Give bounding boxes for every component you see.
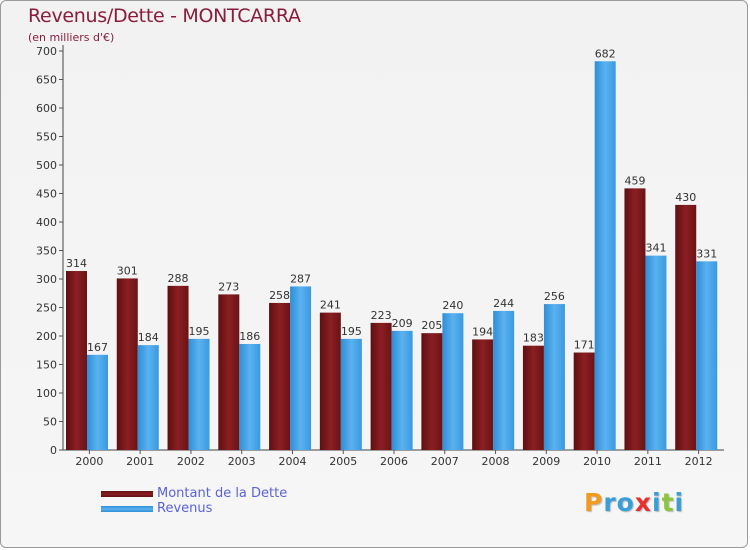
legend-label-dette: Montant de la Dette — [157, 486, 288, 501]
bar-revenus — [137, 345, 159, 450]
y-tick-label: 150 — [36, 359, 57, 372]
x-tick-label: 2008 — [482, 455, 510, 468]
bar-revenus — [645, 255, 667, 450]
data-label: 341 — [645, 242, 666, 255]
x-tick-label: 2011 — [634, 455, 662, 468]
bar-revenus — [290, 286, 312, 450]
data-label: 209 — [392, 317, 413, 330]
x-tick-label: 2003 — [228, 455, 256, 468]
logo-letter: P — [584, 488, 604, 517]
x-tick-label: 2004 — [278, 455, 306, 468]
legend-swatch-dette — [101, 491, 153, 497]
data-label: 240 — [442, 299, 463, 312]
x-tick-label: 2009 — [532, 455, 560, 468]
y-tick-label: 400 — [36, 216, 57, 229]
bar-dette — [421, 333, 443, 450]
data-label: 171 — [574, 339, 595, 352]
y-tick-label: 450 — [36, 188, 57, 201]
bar-revenus — [594, 61, 616, 450]
y-tick-label: 100 — [36, 387, 57, 400]
x-tick-label: 2006 — [380, 455, 408, 468]
data-label: 430 — [675, 191, 696, 204]
x-tick-label: 2005 — [329, 455, 357, 468]
y-tick-label: 600 — [36, 102, 57, 115]
bar-dette — [218, 294, 240, 450]
bar-revenus — [87, 354, 108, 450]
data-label: 459 — [624, 174, 645, 187]
logo-letter: o — [616, 488, 635, 517]
x-tick-label: 2001 — [126, 455, 154, 468]
logo-letter: i — [674, 488, 685, 517]
data-label: 205 — [421, 319, 442, 332]
data-label: 314 — [66, 257, 87, 270]
y-tick-label: 300 — [36, 273, 57, 286]
data-label: 273 — [218, 280, 239, 293]
bar-revenus — [340, 338, 362, 450]
bar-dette — [370, 322, 392, 450]
data-label: 258 — [269, 289, 290, 302]
x-tick-label: 2010 — [583, 455, 611, 468]
data-label: 223 — [371, 309, 392, 322]
bar-revenus — [188, 338, 210, 450]
data-label: 241 — [320, 299, 341, 312]
bar-dette — [66, 271, 87, 450]
data-label: 186 — [239, 330, 260, 343]
x-tick-label: 2000 — [75, 455, 103, 468]
legend-label-revenus: Revenus — [157, 501, 213, 516]
y-tick-label: 700 — [36, 45, 57, 58]
bar-revenus — [442, 313, 464, 450]
bar-revenus — [696, 261, 718, 450]
bar-revenus — [543, 304, 565, 450]
data-label: 682 — [595, 47, 616, 60]
chart-title: Revenus/Dette - MONTCARRA — [28, 5, 301, 27]
logo-letter: t — [661, 488, 675, 517]
data-label: 184 — [138, 331, 159, 344]
y-tick-label: 500 — [36, 159, 57, 172]
proxiti-logo: Proxiti — [584, 488, 684, 517]
legend-swatch-revenus — [101, 506, 153, 512]
bar-dette — [269, 302, 291, 450]
bar-dette — [573, 352, 595, 450]
bar-dette — [472, 339, 494, 450]
data-label: 167 — [87, 341, 108, 354]
y-tick-label: 50 — [43, 416, 57, 429]
data-label: 194 — [472, 325, 493, 338]
data-label: 256 — [544, 290, 565, 303]
y-tick-label: 0 — [50, 444, 57, 457]
data-label: 183 — [523, 332, 544, 345]
bar-dette — [624, 188, 646, 450]
y-tick-label: 350 — [36, 245, 57, 258]
bar-dette — [675, 204, 697, 450]
y-tick-label: 200 — [36, 330, 57, 343]
logo-letter: x — [634, 488, 652, 517]
data-label: 195 — [341, 325, 362, 338]
bar-dette — [167, 285, 189, 450]
y-tick-label: 650 — [36, 74, 57, 87]
x-tick-label: 2007 — [431, 455, 459, 468]
y-tick-label: 250 — [36, 302, 57, 315]
bar-revenus — [391, 330, 413, 450]
bar-revenus — [493, 310, 515, 450]
data-label: 288 — [168, 272, 189, 285]
y-tick-label: 550 — [36, 131, 57, 144]
x-tick-label: 2002 — [177, 455, 205, 468]
data-label: 287 — [290, 272, 311, 285]
bar-dette — [116, 278, 138, 450]
bar-dette — [522, 345, 544, 450]
logo-letter: i — [652, 488, 662, 517]
logo-letter: r — [603, 488, 617, 517]
bar-revenus — [239, 343, 261, 450]
data-label: 244 — [493, 297, 514, 310]
chart-subtitle: (en milliers d'€) — [28, 31, 115, 44]
x-tick-label: 2012 — [685, 455, 713, 468]
data-label: 301 — [117, 264, 138, 277]
data-label: 195 — [189, 325, 210, 338]
bar-dette — [319, 312, 341, 450]
data-label: 331 — [696, 247, 717, 260]
